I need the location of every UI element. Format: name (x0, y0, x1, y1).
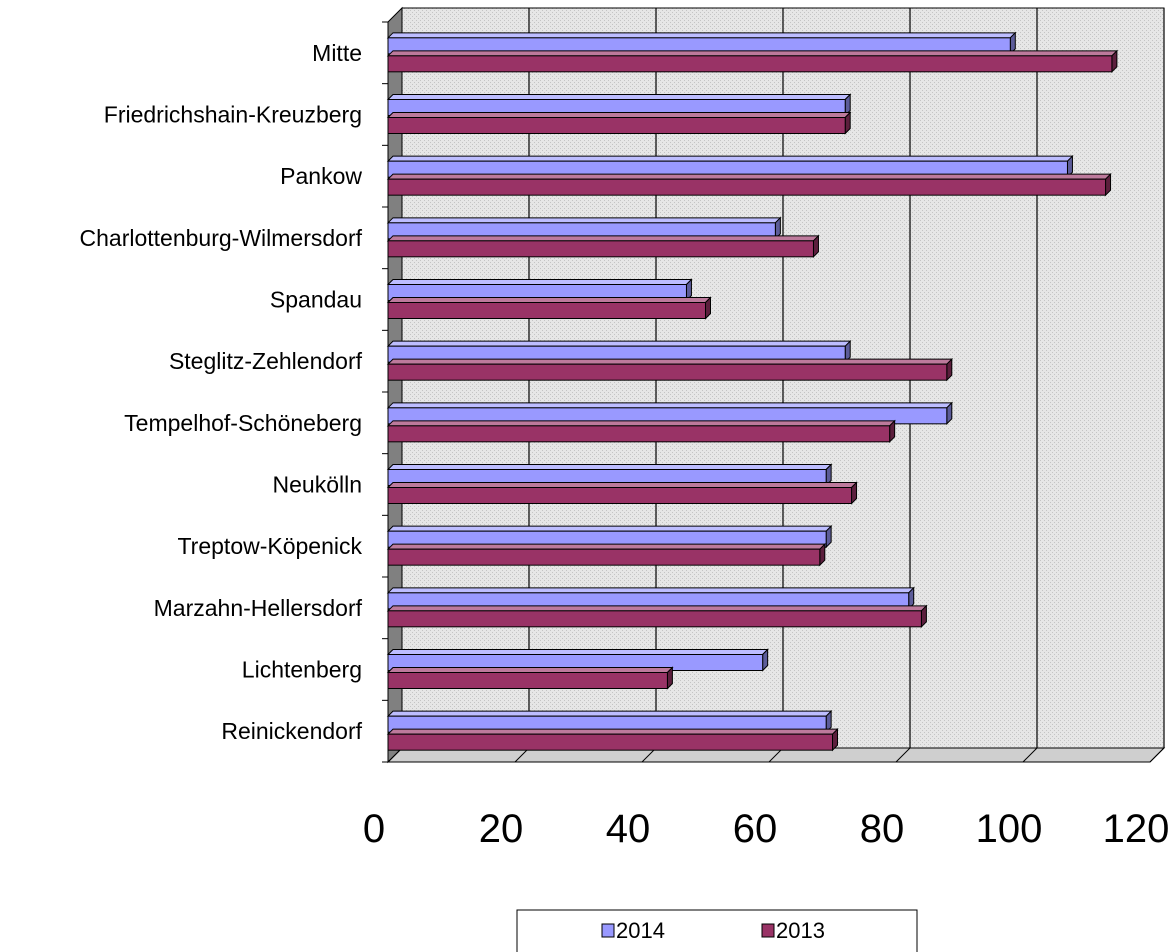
legend-label-2013: 2013 (776, 918, 825, 943)
bar-2013-9 (386, 542, 827, 567)
bar-2014-1 (386, 31, 1017, 56)
category-label: Mitte (312, 40, 362, 66)
floor-gridline (895, 747, 911, 763)
category-label: Steglitz-Zehlendorf (169, 348, 363, 374)
category-label: Lichtenberg (242, 657, 362, 683)
x-tick-label: 20 (479, 807, 524, 851)
bar-2014-7 (386, 401, 954, 426)
category-label: Marzahn-Hellersdorf (154, 595, 363, 621)
floor-gridline (1022, 747, 1038, 763)
bar-2013-6 (386, 357, 954, 382)
bars (386, 31, 1119, 752)
category-label: Pankow (280, 163, 362, 189)
legend-label-2014: 2014 (616, 918, 665, 943)
category-label: Charlottenburg-Wilmersdorf (80, 225, 363, 251)
x-tick-label: 40 (606, 807, 651, 851)
bar-2014-11 (386, 648, 769, 672)
bar-2014-9 (386, 524, 833, 549)
bar-2013-5 (386, 296, 712, 320)
x-tick-label: 60 (733, 807, 778, 851)
bar-2013-8 (386, 481, 858, 505)
legend-swatch-2013 (761, 923, 775, 938)
bar-2014-8 (386, 463, 833, 487)
category-label: Neukölln (273, 472, 363, 498)
x-tick-label: 100 (976, 807, 1043, 851)
x-tick-label: 120 (1103, 807, 1168, 851)
bar-2014-10 (386, 586, 915, 611)
bar-2013-3 (386, 172, 1112, 197)
bar-2013-1 (386, 49, 1119, 74)
bar-2014-3 (386, 154, 1074, 179)
legend-box (516, 909, 918, 952)
x-tick-label: 0 (363, 807, 385, 851)
bar-2013-12 (386, 727, 839, 752)
category-labels: Mitte Friedrichshain-Kreuzberg Pankow Charl… (80, 40, 363, 744)
x-tick-labels: 0 20 40 60 80 100 120 (363, 807, 1168, 851)
floor-gridline (1149, 747, 1165, 763)
bar-2014-6 (386, 339, 852, 364)
category-label: Treptow-Köpenick (177, 533, 362, 559)
legend: 2014 2013 (516, 909, 918, 952)
x-tick-label: 80 (860, 807, 905, 851)
category-label: Reinickendorf (221, 718, 362, 744)
legend-swatch-2014 (601, 923, 615, 938)
bar-2013-7 (386, 419, 896, 444)
category-label: Friedrichshain-Kreuzberg (104, 102, 362, 128)
bar-2013-2 (386, 111, 852, 135)
bar-2013-11 (386, 666, 674, 690)
bar-2013-4 (386, 234, 820, 259)
category-label: Tempelhof-Schöneberg (124, 410, 362, 436)
bar-2013-10 (386, 604, 928, 629)
bar-2014-5 (386, 278, 693, 302)
bar-2014-4 (386, 216, 782, 241)
category-label: Spandau (270, 287, 362, 313)
